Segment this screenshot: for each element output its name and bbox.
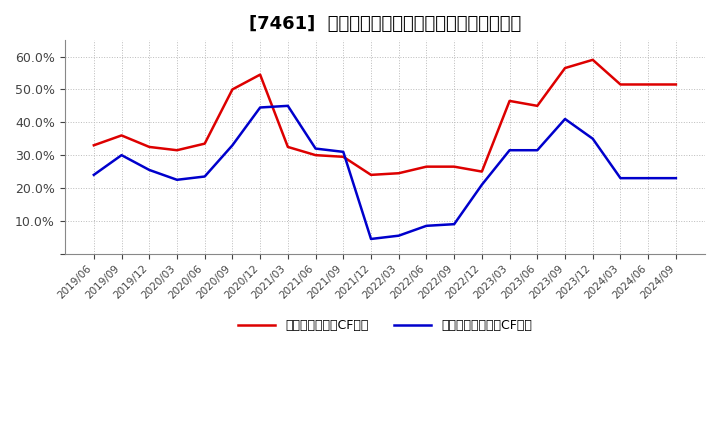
有利子負債営業CF比率 — [366, 172, 375, 177]
有利子負債営業CF比率 — [616, 82, 625, 87]
有利子負債フリーCF比率 — [533, 147, 541, 153]
有利子負債フリーCF比率 — [117, 153, 126, 158]
有利子負債フリーCF比率 — [89, 172, 98, 177]
有利子負債営業CF比率 — [422, 164, 431, 169]
有利子負債フリーCF比率 — [616, 176, 625, 181]
有利子負債営業CF比率 — [200, 141, 209, 146]
有利子負債フリーCF比率 — [672, 176, 680, 181]
有利子負債営業CF比率 — [228, 87, 237, 92]
有利子負債営業CF比率 — [395, 171, 403, 176]
有利子負債フリーCF比率 — [339, 149, 348, 154]
有利子負債フリーCF比率 — [311, 146, 320, 151]
Legend: 有利子負債営業CF比率, 有利子負債フリーCF比率: 有利子負債営業CF比率, 有利子負債フリーCF比率 — [233, 314, 537, 337]
Title: [7461]  有利子負債キャッシュフロー比率の推移: [7461] 有利子負債キャッシュフロー比率の推移 — [248, 15, 521, 33]
有利子負債フリーCF比率 — [173, 177, 181, 183]
有利子負債フリーCF比率 — [366, 236, 375, 242]
有利子負債フリーCF比率 — [588, 136, 597, 141]
有利子負債フリーCF比率 — [422, 223, 431, 228]
有利子負債営業CF比率 — [145, 144, 153, 150]
有利子負債営業CF比率 — [561, 66, 570, 71]
有利子負債営業CF比率 — [339, 154, 348, 159]
有利子負債営業CF比率 — [89, 143, 98, 148]
有利子負債フリーCF比率 — [395, 233, 403, 238]
有利子負債営業CF比率 — [644, 82, 652, 87]
Line: 有利子負債フリーCF比率: 有利子負債フリーCF比率 — [94, 106, 676, 239]
有利子負債営業CF比率 — [173, 147, 181, 153]
有利子負債フリーCF比率 — [477, 182, 486, 187]
有利子負債フリーCF比率 — [284, 103, 292, 109]
有利子負債フリーCF比率 — [505, 147, 514, 153]
有利子負債営業CF比率 — [533, 103, 541, 109]
有利子負債フリーCF比率 — [145, 167, 153, 172]
有利子負債営業CF比率 — [477, 169, 486, 174]
Line: 有利子負債営業CF比率: 有利子負債営業CF比率 — [94, 60, 676, 175]
有利子負債営業CF比率 — [505, 98, 514, 103]
有利子負債フリーCF比率 — [644, 176, 652, 181]
有利子負債フリーCF比率 — [200, 174, 209, 179]
有利子負債フリーCF比率 — [561, 116, 570, 121]
有利子負債営業CF比率 — [284, 144, 292, 150]
有利子負債営業CF比率 — [588, 57, 597, 62]
有利子負債営業CF比率 — [311, 153, 320, 158]
有利子負債フリーCF比率 — [228, 143, 237, 148]
有利子負債営業CF比率 — [450, 164, 459, 169]
有利子負債フリーCF比率 — [450, 221, 459, 227]
有利子負債営業CF比率 — [117, 133, 126, 138]
有利子負債営業CF比率 — [672, 82, 680, 87]
有利子負債フリーCF比率 — [256, 105, 264, 110]
有利子負債営業CF比率 — [256, 72, 264, 77]
